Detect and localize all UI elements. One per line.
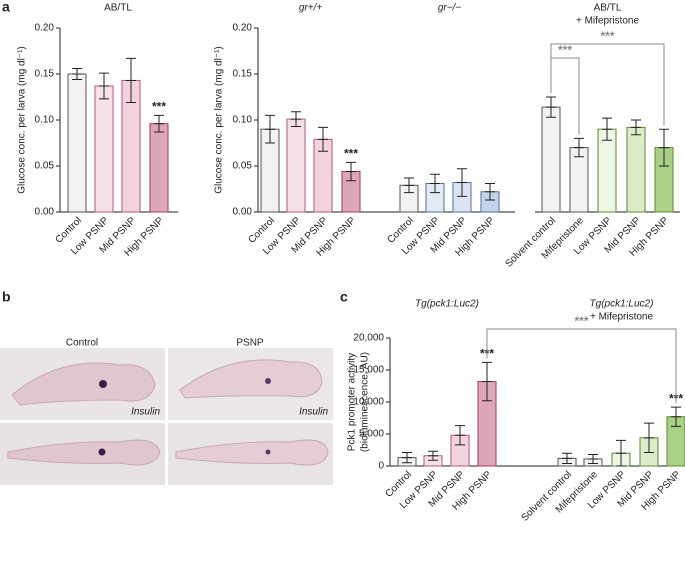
y-tick-label: 0.00 [233,207,253,218]
group-title: AB/TL [104,3,132,14]
error-bar [404,177,414,194]
y-tick-label: 0.20 [35,23,55,34]
group-subtitle: + Mifepristone [590,312,654,323]
significance: *** [152,100,166,114]
error-bar [546,96,556,118]
y-tick-label: 0.10 [35,115,55,126]
stain-spot [98,448,106,456]
panel-label: a [2,0,10,15]
error-bar [402,452,412,464]
error-bar [455,425,465,446]
y-axis-label: (bioluminescence, AU) [360,352,371,452]
error-bar [457,168,467,197]
error-bar [616,439,626,467]
error-bar [631,119,641,136]
y-axis-label: Glucose conc. per larva (mg dl⁻¹) [214,46,225,194]
significance: *** [344,146,358,160]
bar [286,118,306,213]
image-column-label: PSNP [236,338,264,349]
group-title: gr−/− [438,3,462,14]
image-column-label: Control [66,338,98,349]
error-bar [126,57,136,104]
error-bar [430,173,440,194]
micrographs [0,348,333,485]
error-bar [671,406,681,427]
stain-spot [99,380,107,388]
y-tick-label: 0.15 [35,69,55,80]
group-title: gr+/+ [299,3,323,14]
larva [7,439,161,466]
y-tick-label: 0.00 [35,207,55,218]
error-bar [659,128,669,167]
group-subtitle: + Mifepristone [576,16,640,27]
y-tick-label: 0 [378,461,384,472]
panel-label: c [340,289,348,305]
y-tick-label: 0.15 [233,69,253,80]
bar [597,128,617,213]
y-axis-label: Glucose conc. per larva (mg dl⁻¹) [17,46,28,194]
larva [11,362,156,406]
y-tick-label: 0.20 [233,23,253,34]
panel-label: b [2,289,11,305]
group-title: Tg(pck1:Luc2) [415,299,479,310]
error-bar [482,361,492,402]
group-title: Tg(pck1:Luc2) [590,299,654,310]
bar [626,126,646,213]
y-tick-label: 0.05 [233,161,253,172]
bar [541,106,561,213]
larva [175,439,329,466]
y-tick-label: 15,000 [353,365,384,376]
error-bar [318,126,328,152]
y-tick-label: 0.05 [35,161,55,172]
comparison-bracket [550,43,665,126]
y-axis-label: Pck1 promoter activity [347,353,358,451]
error-bar [265,114,275,144]
larva [179,359,323,399]
comparison-bracket [486,328,677,404]
error-bar [574,137,584,158]
y-tick-label: 0.10 [233,115,253,126]
bar [149,123,169,213]
stain-spot [265,378,271,384]
y-tick-label: 20,000 [353,333,384,344]
y-tick-label: 10,000 [353,397,384,408]
error-bar [428,450,438,461]
bar [94,85,114,213]
comparison-label: *** [600,29,614,43]
error-bar [588,453,598,464]
error-bar [72,67,82,81]
error-bar [644,422,654,454]
bar [67,73,87,213]
error-bar [154,114,164,133]
comparison-label: *** [574,314,588,328]
stain-label: Insulin [131,407,160,418]
error-bar [485,182,495,201]
error-bar [291,111,301,127]
y-tick-label: 5,000 [359,429,384,440]
error-bar [562,452,572,464]
comparison-label: *** [558,43,572,57]
error-bar [602,117,612,141]
error-bar [99,72,109,100]
group-title: AB/TL [594,3,622,14]
stain-spot [265,449,271,455]
stain-label: Insulin [299,407,328,418]
error-bar [346,161,356,182]
